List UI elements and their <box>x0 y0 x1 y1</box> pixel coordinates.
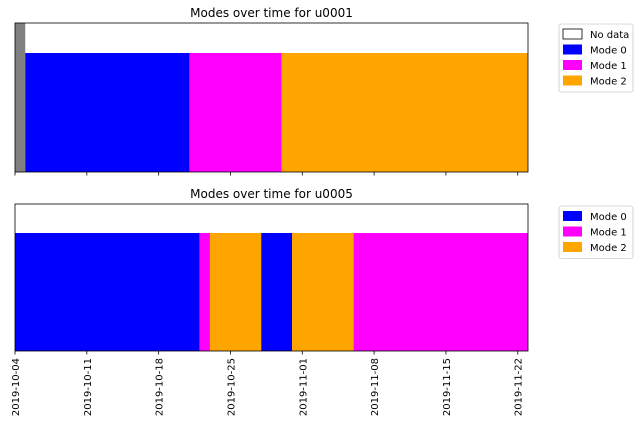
legend-frame <box>558 23 634 93</box>
x-tick-label: 2019-10-18 <box>155 358 166 416</box>
legend-swatch <box>563 242 582 252</box>
timeline-segment <box>199 233 210 351</box>
timeline-segment <box>261 233 293 351</box>
legend-label: Mode 2 <box>590 243 627 254</box>
legend: No data Mode 0 Mode 1 Mode 2 <box>558 23 634 93</box>
legend-swatch <box>562 28 583 40</box>
x-tick-label: 2019-11-15 <box>442 358 453 416</box>
x-tick-label: 2019-11-22 <box>514 358 525 416</box>
chart-panel-1: Modes over time for u0001 No data Mode 0 Mo… <box>14 6 634 176</box>
timeline-segment <box>353 233 528 351</box>
timeline-segment <box>281 53 528 172</box>
legend-label: Mode 0 <box>590 212 627 223</box>
legend-swatch <box>563 75 582 86</box>
x-tick-label: 2019-10-04 <box>11 358 22 416</box>
x-tick-label: 2019-11-08 <box>370 358 381 416</box>
legend-label: Mode 2 <box>590 77 627 88</box>
timeline-segment <box>209 233 262 351</box>
plot-frame <box>14 22 529 173</box>
chart-title: Modes over time for u0001 <box>190 6 353 20</box>
no-data-strip <box>15 23 26 53</box>
x-tick-label: 2019-10-25 <box>226 358 237 416</box>
legend-label: Mode 1 <box>590 61 627 72</box>
x-tick-label: 2019-11-01 <box>298 358 309 416</box>
chart-panel-2: Modes over time for u0005 2019-10-04 2019-… <box>11 187 634 416</box>
legend-swatch <box>563 44 582 55</box>
x-tick-label: 2019-10-11 <box>83 358 94 416</box>
legend-label: Mode 1 <box>590 228 627 239</box>
timeline-segment <box>25 53 190 172</box>
legend: Mode 0 Mode 1 Mode 2 <box>558 205 634 259</box>
legend-swatch <box>563 226 582 237</box>
legend-label: No data <box>590 30 629 41</box>
timeline-segment <box>15 53 26 172</box>
timeline-segment <box>189 53 282 172</box>
legend-swatch <box>563 60 582 70</box>
legend-swatch <box>563 211 582 221</box>
timeline-segment <box>292 233 354 351</box>
timeline-segment <box>15 233 200 351</box>
plot-frame <box>14 203 529 352</box>
chart-title: Modes over time for u0005 <box>190 187 353 201</box>
legend-label: Mode 0 <box>590 46 627 57</box>
